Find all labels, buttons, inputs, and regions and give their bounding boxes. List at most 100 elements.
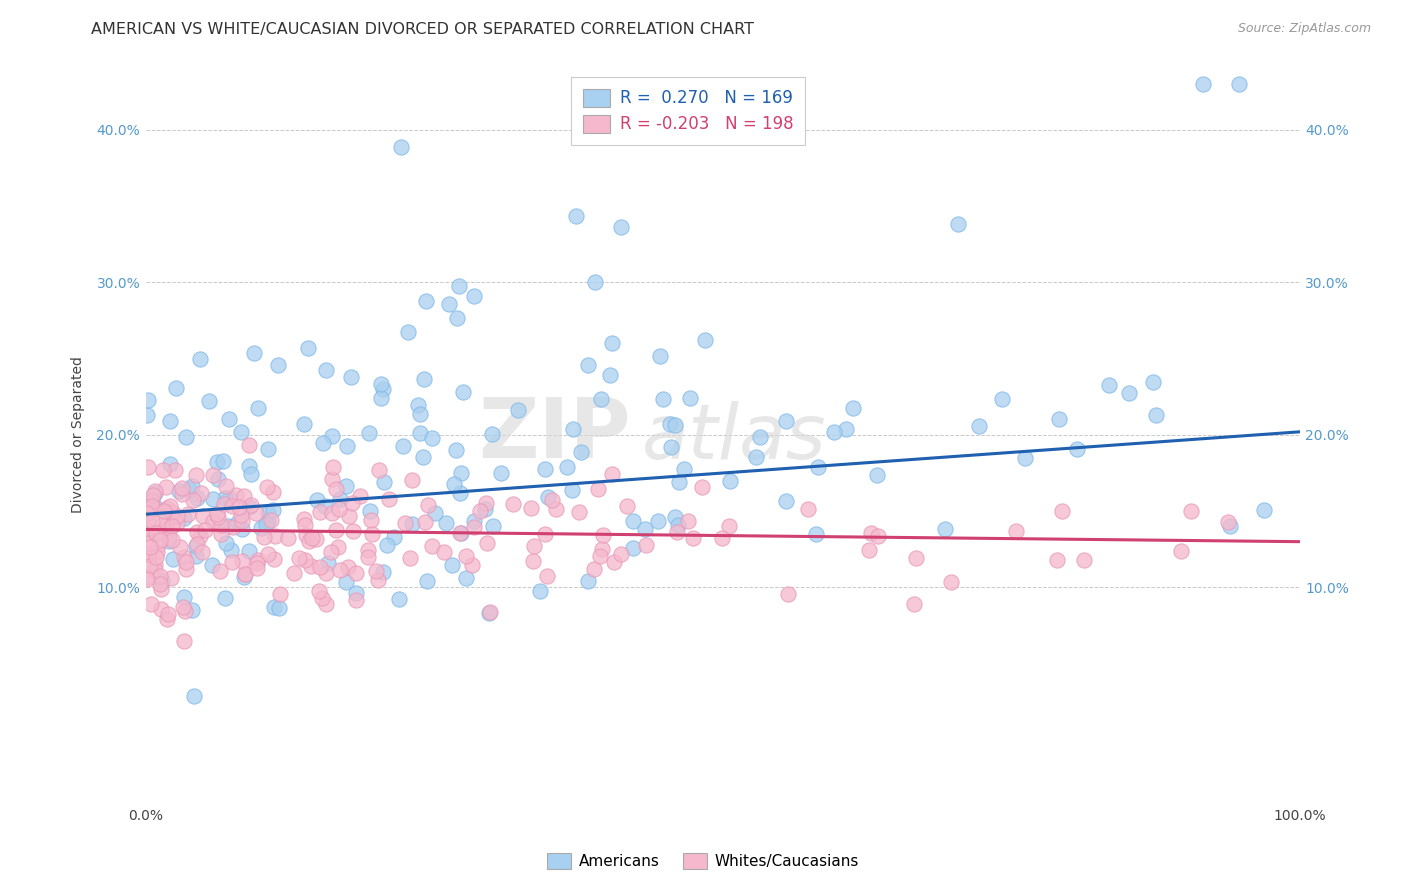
Point [314,500,336,514]
Point [186,491,208,506]
Point [311,591,333,605]
Point [1066,442,1088,456]
Point [634,538,657,552]
Point [135,526,157,541]
Point [375,538,398,552]
Point [157,533,180,548]
Point [143,484,166,499]
Point [544,502,567,516]
Point [934,522,956,536]
Point [337,508,360,523]
Point [420,539,443,553]
Point [155,480,177,494]
Point [450,526,472,541]
Point [169,540,191,554]
Point [155,523,177,537]
Point [233,489,256,503]
Point [181,493,204,508]
Point [229,508,252,522]
Point [231,522,253,536]
Point [156,612,179,626]
Point [797,501,820,516]
Point [586,483,609,497]
Point [186,468,208,483]
Point [382,530,405,544]
Point [475,496,498,510]
Point [229,425,252,439]
Point [576,359,599,373]
Point [602,467,624,481]
Point [396,325,419,339]
Point [231,554,253,568]
Point [174,604,197,618]
Point [1144,408,1167,422]
Point [335,479,357,493]
Point [946,217,969,231]
Point [903,597,925,611]
Point [247,401,270,415]
Point [718,474,741,488]
Point [221,519,243,533]
Point [399,550,422,565]
Point [321,472,343,486]
Point [711,531,734,545]
Point [366,564,388,578]
Point [238,458,260,473]
Point [520,500,543,515]
Point [301,531,323,545]
Point [172,487,194,501]
Point [288,550,311,565]
Point [842,401,865,416]
Y-axis label: Divorced or Separated: Divorced or Separated [72,357,86,513]
Point [256,514,278,528]
Point [309,559,332,574]
Point [344,586,367,600]
Point [283,566,305,580]
Point [193,508,215,523]
Point [335,575,357,590]
Point [146,539,169,553]
Point [159,457,181,471]
Point [238,438,260,452]
Point [153,504,176,518]
Point [321,506,343,520]
Point [214,491,236,506]
Point [263,552,285,566]
Point [238,544,260,558]
Point [1050,503,1073,517]
Point [561,483,583,497]
Point [260,513,283,527]
Point [463,514,485,528]
Point [295,527,318,541]
Point [256,480,278,494]
Point [201,492,224,507]
Point [454,549,477,564]
Point [322,460,344,475]
Point [325,482,347,496]
Point [533,527,555,541]
Point [245,560,267,574]
Point [392,439,415,453]
Point [537,491,560,505]
Point [336,439,359,453]
Point [401,473,423,487]
Point [177,482,200,496]
Point [267,600,290,615]
Point [449,526,471,541]
Point [1047,411,1070,425]
Point [214,591,236,605]
Point [406,398,429,412]
Point [328,540,350,554]
Point [256,506,278,520]
Point [616,499,638,513]
Point [162,505,184,519]
Point [367,573,389,587]
Point [463,520,485,534]
Point [225,488,247,502]
Text: ZIP: ZIP [478,394,630,475]
Point [359,504,381,518]
Point [489,466,512,480]
Point [218,491,240,506]
Point [529,584,551,599]
Point [562,422,585,436]
